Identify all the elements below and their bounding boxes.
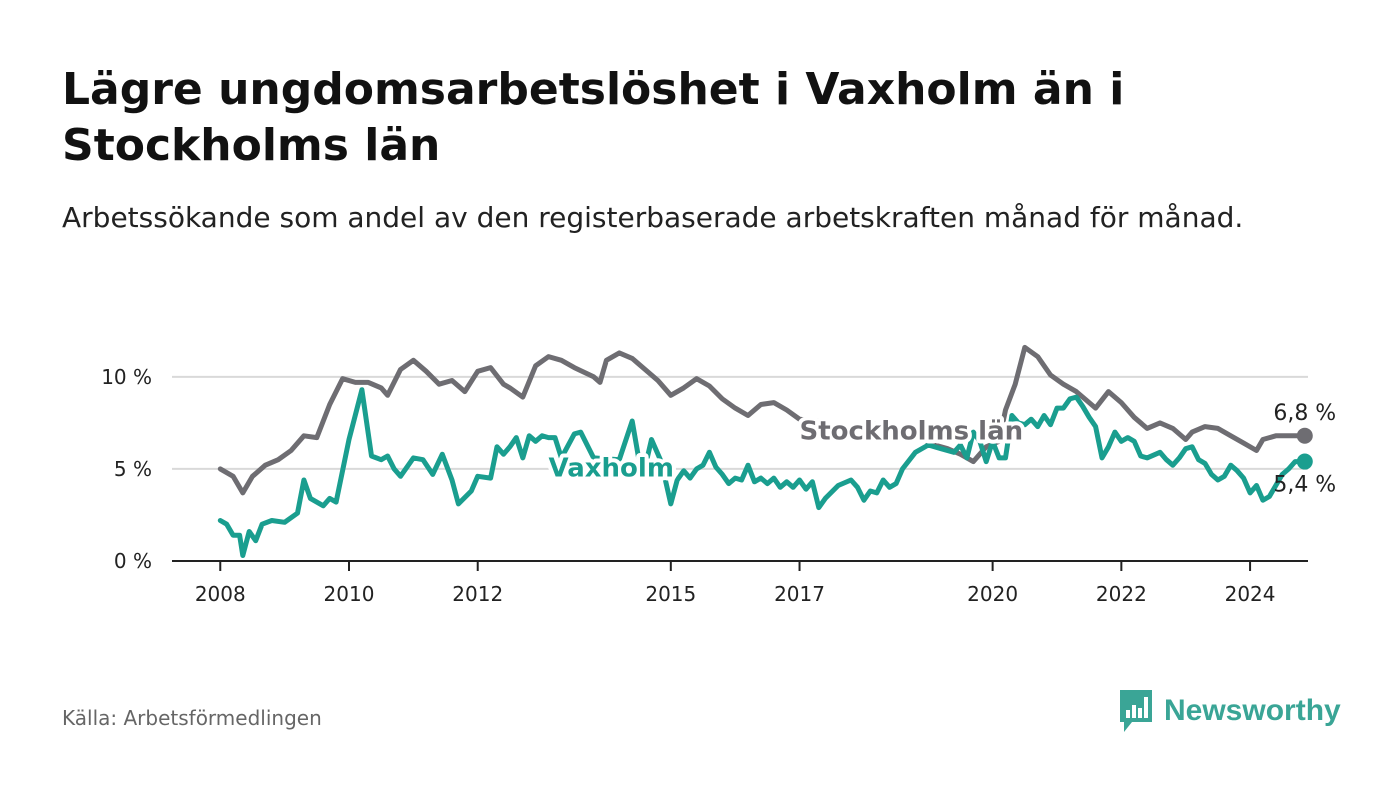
- brand-logo[interactable]: Newsworthy: [1118, 688, 1341, 734]
- x-tick-label: 2012: [452, 582, 503, 606]
- x-tick-label: 2010: [324, 582, 375, 606]
- gridlines: [172, 375, 1308, 470]
- axes: 0 % 5 % 10 % 2008 2010 2012 2015 2017 2020 2022 20…: [101, 365, 1308, 606]
- chart-subtitle: Arbetssökande som andel av den registerb…: [62, 201, 1244, 234]
- x-tick-label: 2024: [1225, 582, 1276, 606]
- end-value-label-stockholm: 6,8 %: [1273, 401, 1336, 426]
- series-name-label-vaxholm: Vaxholm: [549, 453, 674, 483]
- x-tick-label: 2017: [774, 582, 825, 606]
- x-tick-label: 2008: [195, 582, 246, 606]
- x-tick-label: 2020: [967, 582, 1018, 606]
- end-value-label-vaxholm: 5,4 %: [1273, 473, 1336, 498]
- source-note: Källa: Arbetsförmedlingen: [62, 706, 322, 730]
- series-endpoint-stockholm: [1296, 427, 1313, 444]
- series-line-vaxholm: [217, 387, 1308, 558]
- y-tick-label: 0 %: [114, 549, 152, 573]
- y-tick-label: 5 %: [114, 457, 152, 481]
- brand-name: Newsworthy: [1164, 694, 1341, 727]
- newsworthy-logo-icon: [1120, 690, 1152, 732]
- series-line-stockholm: [217, 344, 1308, 496]
- series-name-halo-stockholm: Stockholms län: [800, 416, 1024, 446]
- series-lines: [217, 344, 1313, 558]
- x-tick-label: 2022: [1096, 582, 1147, 606]
- x-tick-label: 2015: [645, 582, 696, 606]
- series-name-halo-vaxholm: Vaxholm: [549, 453, 674, 483]
- line-chart: 0 % 5 % 10 % 2008 2010 2012 2015 2017 2020 2022 20…: [101, 344, 1337, 606]
- chart-title: Lägre ungdomsarbetslöshet i Vaxholm än i…: [62, 64, 1125, 171]
- series-name-label-stockholm: Stockholms län: [800, 416, 1024, 446]
- series-endpoint-vaxholm: [1296, 453, 1313, 470]
- y-tick-label: 10 %: [101, 365, 152, 389]
